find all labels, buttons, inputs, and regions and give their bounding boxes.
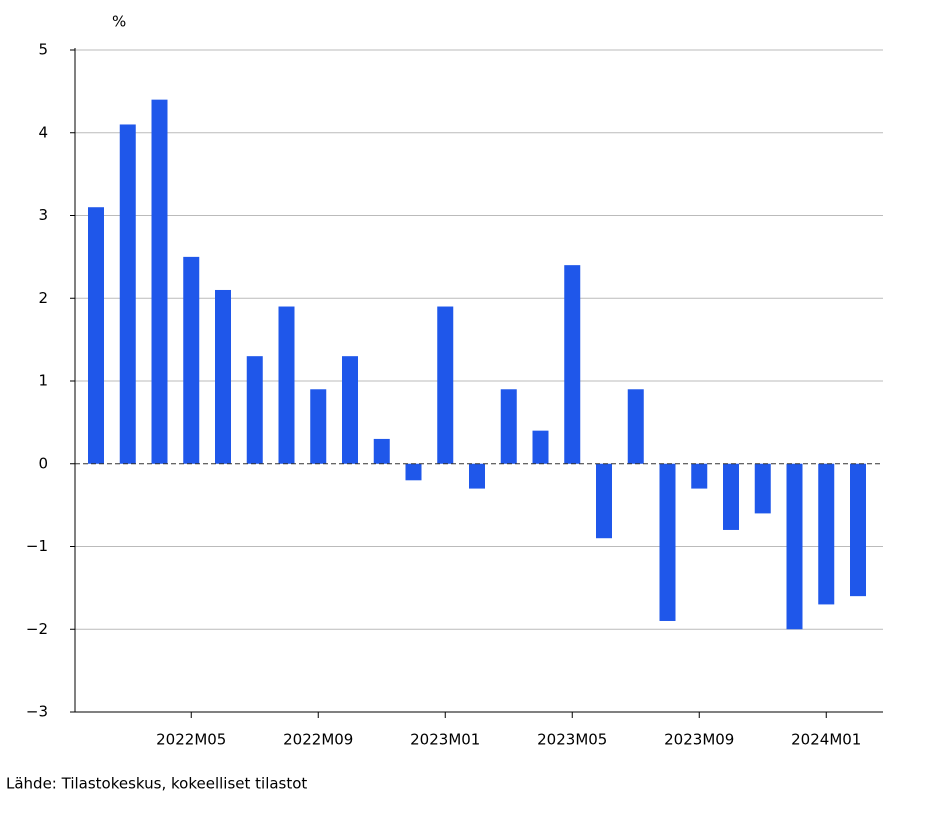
x-tick-label: 2023M01 — [410, 731, 480, 749]
bar — [691, 463, 708, 489]
bar — [627, 389, 644, 464]
bar — [659, 463, 676, 621]
y-tick-label: −3 — [26, 703, 48, 721]
y-tick-label: −2 — [26, 620, 48, 638]
y-tick-label: 4 — [38, 123, 48, 141]
bar — [500, 389, 517, 464]
y-tick-label: 1 — [38, 372, 48, 390]
bar — [405, 463, 422, 481]
y-tick-label: −1 — [26, 537, 48, 555]
x-tick-label: 2022M05 — [156, 731, 226, 749]
bar — [278, 306, 295, 464]
x-tick-label: 2023M05 — [537, 731, 607, 749]
bar — [818, 463, 835, 605]
bar — [532, 430, 549, 464]
unit-label: % — [112, 13, 126, 31]
bar — [596, 463, 612, 539]
bar — [850, 463, 866, 597]
bar — [215, 289, 231, 464]
bar — [786, 463, 803, 630]
y-tick-label: 3 — [38, 206, 48, 224]
y-tick-label: 0 — [38, 454, 48, 472]
bar — [310, 389, 327, 464]
bar — [373, 438, 390, 464]
source-note: Lähde: Tilastokeskus, kokeelliset tilast… — [6, 775, 307, 793]
x-tick-label: 2024M01 — [791, 731, 861, 749]
y-tick-label: 5 — [38, 41, 48, 59]
bar — [119, 124, 136, 464]
bar — [723, 463, 739, 530]
bar — [88, 207, 104, 464]
x-tick-label: 2023M09 — [664, 731, 734, 749]
y-tick-label: 2 — [38, 289, 48, 307]
bar — [469, 463, 485, 489]
bar — [437, 306, 454, 464]
bar — [246, 356, 263, 464]
bar — [754, 463, 771, 514]
bar — [342, 356, 358, 464]
bar — [151, 99, 168, 464]
x-tick-label: 2022M09 — [283, 731, 353, 749]
bar — [564, 265, 581, 464]
bar — [183, 256, 200, 464]
